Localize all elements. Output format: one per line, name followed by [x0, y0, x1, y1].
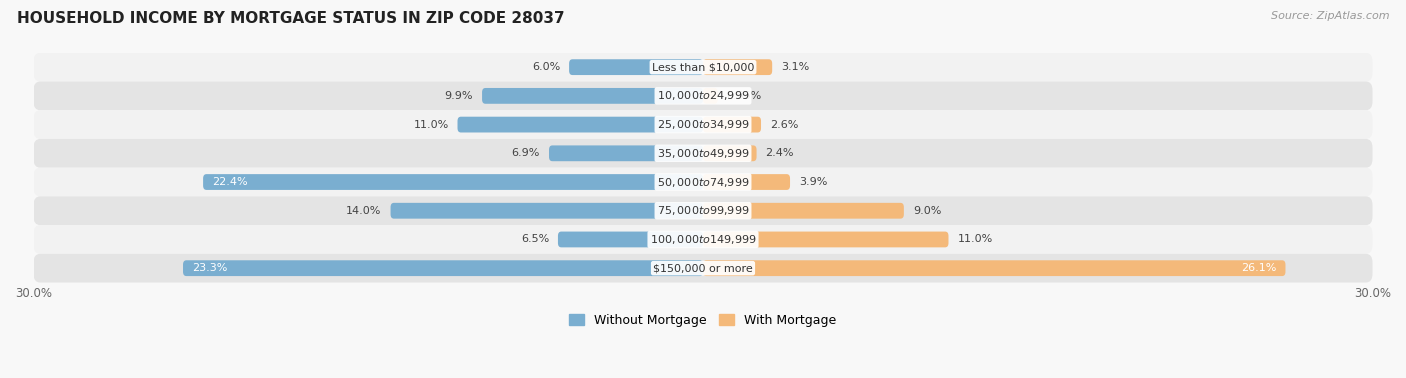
Legend: Without Mortgage, With Mortgage: Without Mortgage, With Mortgage — [569, 314, 837, 327]
FancyBboxPatch shape — [34, 53, 1372, 82]
Text: $25,000 to $34,999: $25,000 to $34,999 — [657, 118, 749, 131]
FancyBboxPatch shape — [34, 168, 1372, 197]
Text: 26.1%: 26.1% — [1241, 263, 1277, 273]
FancyBboxPatch shape — [569, 59, 703, 75]
Text: 11.0%: 11.0% — [957, 234, 993, 245]
Text: $150,000 or more: $150,000 or more — [654, 263, 752, 273]
Text: HOUSEHOLD INCOME BY MORTGAGE STATUS IN ZIP CODE 28037: HOUSEHOLD INCOME BY MORTGAGE STATUS IN Z… — [17, 11, 564, 26]
FancyBboxPatch shape — [482, 88, 703, 104]
FancyBboxPatch shape — [548, 146, 703, 161]
FancyBboxPatch shape — [703, 59, 772, 75]
Text: Less than $10,000: Less than $10,000 — [652, 62, 754, 72]
Text: 6.0%: 6.0% — [531, 62, 560, 72]
Text: $50,000 to $74,999: $50,000 to $74,999 — [657, 175, 749, 189]
FancyBboxPatch shape — [703, 88, 717, 104]
FancyBboxPatch shape — [34, 82, 1372, 110]
Text: $75,000 to $99,999: $75,000 to $99,999 — [657, 204, 749, 217]
Text: 23.3%: 23.3% — [193, 263, 228, 273]
Text: $100,000 to $149,999: $100,000 to $149,999 — [650, 233, 756, 246]
FancyBboxPatch shape — [202, 174, 703, 190]
FancyBboxPatch shape — [183, 260, 703, 276]
FancyBboxPatch shape — [34, 110, 1372, 139]
Text: 6.9%: 6.9% — [512, 148, 540, 158]
Text: 2.4%: 2.4% — [765, 148, 794, 158]
Text: 6.5%: 6.5% — [520, 234, 548, 245]
Text: $35,000 to $49,999: $35,000 to $49,999 — [657, 147, 749, 160]
Text: 0.66%: 0.66% — [727, 91, 762, 101]
FancyBboxPatch shape — [391, 203, 703, 218]
FancyBboxPatch shape — [703, 232, 949, 247]
Text: $10,000 to $24,999: $10,000 to $24,999 — [657, 89, 749, 102]
FancyBboxPatch shape — [703, 117, 761, 133]
Text: 11.0%: 11.0% — [413, 119, 449, 130]
Text: 9.0%: 9.0% — [912, 206, 941, 216]
FancyBboxPatch shape — [703, 203, 904, 218]
FancyBboxPatch shape — [34, 225, 1372, 254]
FancyBboxPatch shape — [703, 174, 790, 190]
Text: 22.4%: 22.4% — [212, 177, 247, 187]
Text: 14.0%: 14.0% — [346, 206, 381, 216]
Text: 3.1%: 3.1% — [782, 62, 810, 72]
Text: 9.9%: 9.9% — [444, 91, 474, 101]
FancyBboxPatch shape — [457, 117, 703, 133]
FancyBboxPatch shape — [558, 232, 703, 247]
FancyBboxPatch shape — [703, 146, 756, 161]
FancyBboxPatch shape — [34, 197, 1372, 225]
FancyBboxPatch shape — [34, 139, 1372, 168]
FancyBboxPatch shape — [703, 260, 1285, 276]
Text: Source: ZipAtlas.com: Source: ZipAtlas.com — [1271, 11, 1389, 21]
Text: 2.6%: 2.6% — [770, 119, 799, 130]
FancyBboxPatch shape — [34, 254, 1372, 282]
Text: 3.9%: 3.9% — [799, 177, 827, 187]
